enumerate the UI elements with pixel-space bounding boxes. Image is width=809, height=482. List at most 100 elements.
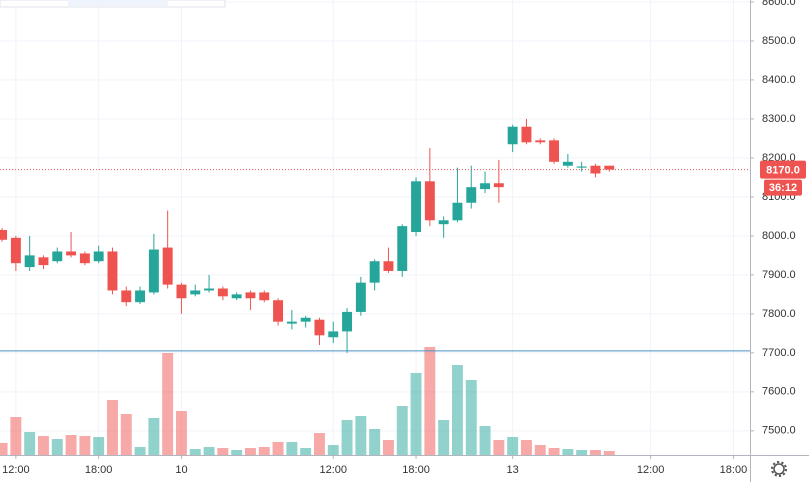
volume-bar	[217, 448, 229, 455]
volume-bar	[465, 380, 477, 455]
y-tick-label: 8300.0	[762, 113, 796, 125]
legend-tab	[68, 0, 168, 6]
candle-body	[79, 253, 90, 264]
y-tick-label: 7500.0	[762, 425, 796, 437]
candle-body	[493, 183, 504, 188]
candle-body	[397, 226, 408, 271]
settings-icon[interactable]	[771, 461, 787, 477]
candle-body	[521, 126, 532, 143]
candle-body	[604, 165, 615, 170]
candle-body	[549, 140, 560, 162]
volume-bar	[534, 445, 546, 455]
candle-body	[245, 292, 256, 299]
candle-body	[231, 294, 242, 299]
candle-body	[328, 331, 339, 338]
candle-body	[342, 311, 353, 332]
candle-body	[273, 300, 284, 322]
candle-body	[217, 288, 228, 297]
candle-body	[52, 251, 63, 262]
y-tick-label: 7600.0	[762, 386, 796, 398]
candle-body	[0, 230, 8, 240]
x-tick-label: 12:00	[637, 464, 665, 476]
countdown-badge	[764, 179, 802, 196]
candle-body	[300, 317, 311, 322]
candle-body	[562, 161, 573, 166]
candle-body	[107, 251, 118, 291]
volume-bar	[451, 365, 463, 455]
volume-bar	[548, 448, 560, 455]
volume-bar	[493, 440, 505, 455]
volume-bar	[79, 436, 91, 455]
candle-layer	[0, 118, 615, 353]
volume-bar	[0, 443, 8, 455]
volume-bar	[410, 373, 422, 455]
volume-bar	[424, 347, 436, 455]
candle-body	[286, 321, 297, 324]
volume-bar	[507, 437, 519, 455]
volume-bar	[10, 417, 22, 455]
volume-bar	[134, 447, 146, 455]
overlay-layer	[0, 169, 750, 352]
y-tick-label: 8500.0	[762, 35, 796, 47]
volume-bar	[369, 429, 381, 455]
x-tick-label: 12:00	[2, 464, 30, 476]
volume-bar	[327, 445, 339, 455]
volume-bar	[313, 433, 325, 455]
y-tick-label: 8600.0	[762, 0, 796, 8]
candle-body	[535, 140, 546, 143]
candle-body	[148, 249, 159, 293]
volume-layer	[0, 347, 615, 455]
volume-bar	[396, 406, 408, 455]
candle-body	[204, 288, 215, 291]
y-tick-label: 8000.0	[762, 230, 796, 242]
last-price-label: 8170.0	[766, 165, 800, 177]
volume-bar	[106, 400, 118, 455]
volume-bar	[341, 420, 353, 455]
candle-body	[480, 183, 491, 190]
candle-body	[162, 247, 173, 285]
volume-bar	[438, 420, 450, 455]
volume-bar	[603, 451, 615, 455]
grid	[0, 0, 750, 455]
x-tick-label: 18:00	[402, 464, 430, 476]
candle-body	[259, 292, 270, 301]
x-tick-label: 10	[175, 464, 187, 476]
x-tick-label: 12:00	[319, 464, 347, 476]
volume-bar	[589, 450, 601, 455]
candle-body	[355, 282, 366, 312]
candle-body	[411, 181, 422, 232]
volume-bar	[38, 436, 49, 455]
candle-body	[176, 284, 187, 299]
volume-bar	[244, 448, 256, 455]
volume-bar	[93, 437, 105, 455]
volume-bar	[286, 442, 298, 455]
volume-bar	[272, 442, 284, 455]
volume-bar	[479, 426, 491, 455]
volume-bar	[576, 450, 588, 455]
x-tick-label: 18:00	[720, 464, 748, 476]
volume-bar	[189, 449, 201, 455]
y-tick-label: 8400.0	[762, 74, 796, 86]
volume-bar	[300, 448, 312, 455]
y-tick-label: 7900.0	[762, 269, 796, 281]
candle-body	[38, 257, 49, 266]
volume-bar	[520, 440, 532, 455]
candle-body	[383, 261, 394, 271]
gear-teeth	[771, 461, 787, 477]
volume-bar	[148, 418, 160, 455]
candle-body	[452, 202, 463, 221]
candle-body	[190, 290, 201, 295]
x-tick-label: 18:00	[85, 464, 113, 476]
volume-bar	[382, 440, 394, 455]
candle-body	[576, 166, 587, 168]
candle-body	[438, 220, 449, 225]
volume-bar	[355, 416, 367, 455]
volume-bar	[120, 414, 132, 455]
countdown-label: 36:12	[769, 182, 797, 194]
volume-bar	[51, 439, 63, 455]
candle-body	[24, 255, 35, 268]
volume-bar	[258, 447, 270, 455]
candle-body	[66, 251, 77, 256]
y-tick-label: 7800.0	[762, 308, 796, 320]
